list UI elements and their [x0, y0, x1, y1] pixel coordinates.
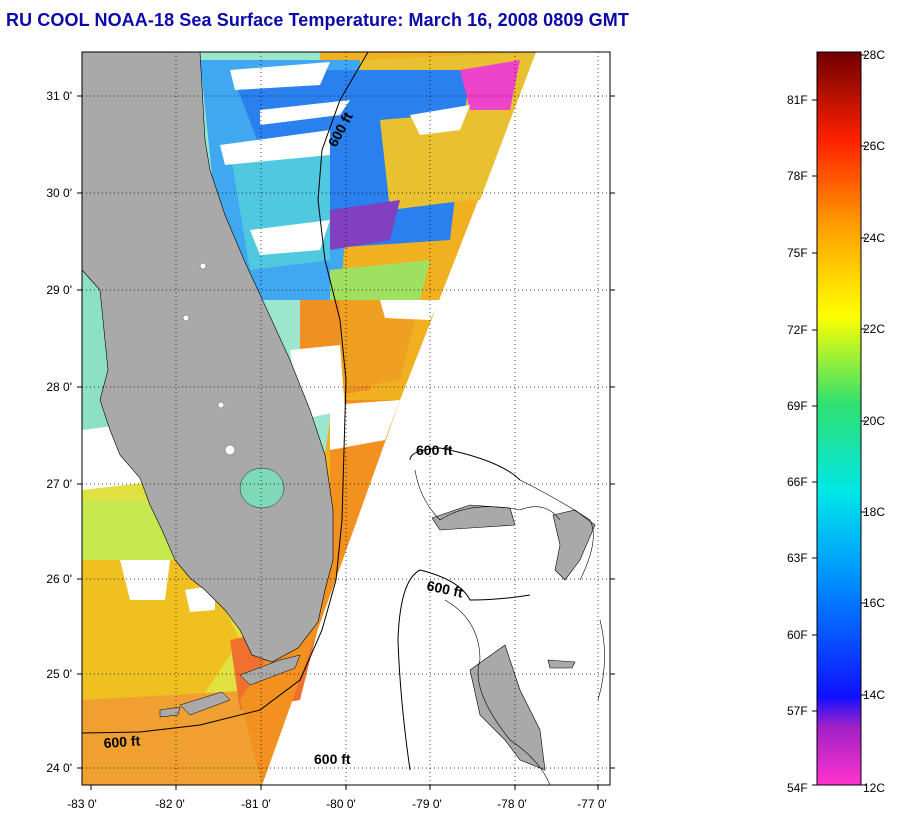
lon-label: -80 0' [326, 797, 356, 811]
map-plot-area [82, 52, 610, 785]
lon-label: -82 0' [155, 797, 185, 811]
colorbar-fahrenheit-label: 78F [787, 169, 808, 183]
bahama-bank-outlines [414, 469, 605, 785]
colorbar-celsius-label: 28C [863, 48, 885, 62]
colorbar-fahrenheit-label: 63F [787, 551, 808, 565]
lon-label: -79 0' [412, 797, 442, 811]
florida-keys [159, 654, 301, 718]
lat-label: 24 0' [46, 761, 72, 775]
lat-label: 28 0' [46, 380, 72, 394]
colorbar-celsius-label: 18C [863, 505, 885, 519]
colorbar-fahrenheit-label: 69F [787, 399, 808, 413]
colorbar-celsius-label: 14C [863, 688, 885, 702]
lon-label: -77 0' [577, 797, 607, 811]
contour-label: 600 ft [416, 442, 453, 458]
colorbar-fahrenheit-label: 81F [787, 93, 808, 107]
colorbar-gradient [816, 51, 862, 786]
contour-label: 600 ft [425, 577, 464, 600]
latitude-labels: 31 0' 30 0' 29 0' 28 0' 27 0' 26 0' 25 0… [46, 89, 72, 775]
temperature-colorbar: 81F 78F 75F 72F 69F 66F 63F 60F 57F 54F … [787, 48, 885, 795]
lat-label: 27 0' [46, 477, 72, 491]
inland-lakes [182, 262, 236, 456]
colorbar-fahrenheit-label: 57F [787, 704, 808, 718]
bahamas-islands [431, 504, 596, 771]
lon-label: -78 0' [497, 797, 527, 811]
colorbar-fahrenheit-label: 60F [787, 628, 808, 642]
lat-label: 29 0' [46, 283, 72, 297]
colorbar-celsius-label: 20C [863, 414, 885, 428]
lat-label: 30 0' [46, 186, 72, 200]
contour-label: 600 ft [314, 751, 351, 767]
lat-lon-grid [82, 52, 610, 785]
colorbar-fahrenheit-label: 75F [787, 246, 808, 260]
colorbar-fahrenheit-label: 66F [787, 475, 808, 489]
lon-label: -81 0' [241, 797, 271, 811]
lat-label: 31 0' [46, 89, 72, 103]
isobath-contours [82, 52, 531, 771]
colorbar-fahrenheit-label: 72F [787, 323, 808, 337]
axis-ticks [77, 95, 615, 790]
colorbar-celsius-label: 16C [863, 596, 885, 610]
longitude-labels: -83 0' -82 0' -81 0' -80 0' -79 0' -78 0… [67, 797, 607, 811]
florida-land [82, 52, 334, 663]
colorbar-celsius-label: 22C [863, 322, 885, 336]
map-title: RU COOL NOAA-18 Sea Surface Temperature:… [6, 10, 629, 30]
lon-label: -83 0' [67, 797, 97, 811]
lake-okeechobee [239, 467, 285, 509]
contour-label: 600 ft [103, 732, 141, 751]
colorbar-celsius-label: 12C [863, 781, 885, 795]
colorbar-celsius-label: 26C [863, 139, 885, 153]
lat-label: 25 0' [46, 667, 72, 681]
colorbar-fahrenheit-label: 54F [787, 781, 808, 795]
colorbar-celsius-label: 24C [863, 231, 885, 245]
lat-label: 26 0' [46, 572, 72, 586]
